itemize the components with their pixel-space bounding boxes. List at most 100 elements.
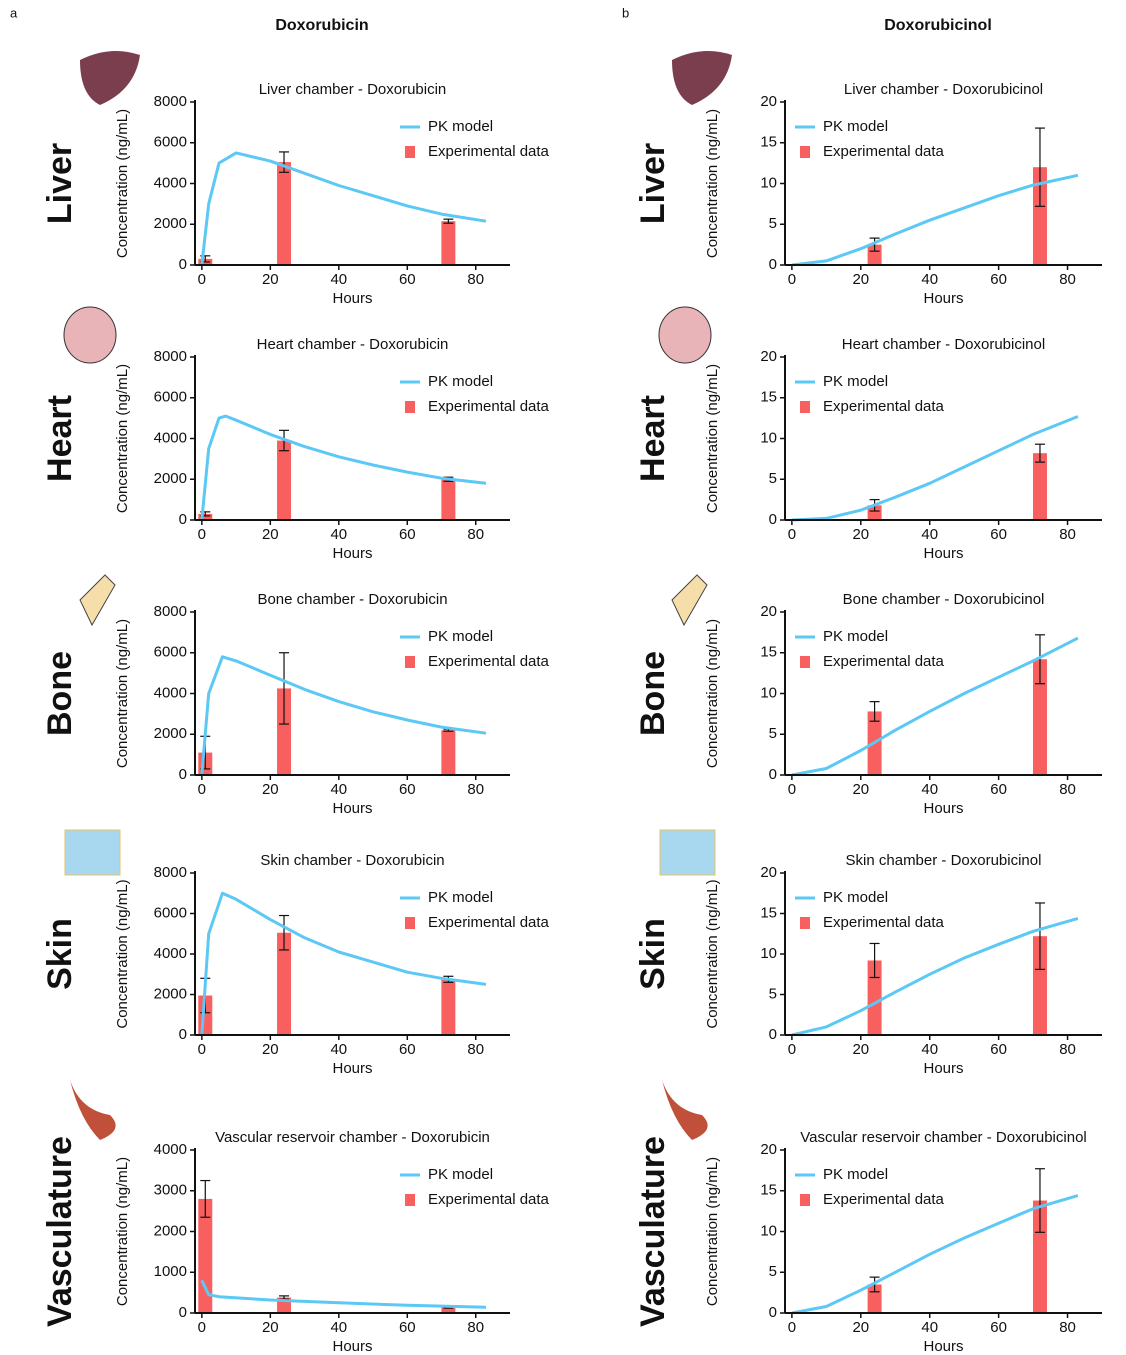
- x-tick-label: 80: [1059, 526, 1076, 543]
- y-tick-label: 5: [769, 470, 777, 487]
- row-label: Skin: [41, 918, 79, 990]
- x-tick-label: 40: [921, 1319, 938, 1336]
- legend-label: PK model: [823, 373, 888, 390]
- x-tick-label: 60: [990, 781, 1007, 798]
- chart: Liver chamber - Doxorubicinol Hours Concen…: [704, 81, 1102, 307]
- x-tick-label: 40: [330, 781, 347, 798]
- y-tick-label: 10: [760, 429, 777, 446]
- x-tick-label: 60: [990, 1319, 1007, 1336]
- x-tick-label: 80: [1059, 271, 1076, 288]
- y-tick-label: 2000: [154, 725, 187, 742]
- legend-label: Experimental data: [428, 398, 550, 415]
- x-tick-label: 80: [467, 1319, 484, 1336]
- y-tick-label: 0: [179, 1026, 187, 1043]
- y-tick-label: 0: [179, 256, 187, 273]
- y-tick-label: 6000: [154, 904, 187, 921]
- x-tick-label: 80: [467, 781, 484, 798]
- x-tick-label: 60: [399, 526, 416, 543]
- x-tick-label: 0: [198, 1041, 206, 1058]
- legend-label: PK model: [823, 889, 888, 906]
- y-tick-label: 4000: [154, 684, 187, 701]
- chart-title: Bone chamber - Doxorubicinol: [843, 591, 1045, 608]
- bar: [277, 932, 292, 1035]
- legend-swatch: [405, 146, 415, 158]
- x-tick-label: 40: [330, 1041, 347, 1058]
- y-tick-label: 10: [760, 1222, 777, 1239]
- y-axis-label: Concentration (ng/mL): [114, 109, 131, 258]
- y-axis-label: Concentration (ng/mL): [114, 619, 131, 768]
- x-tick-label: 0: [788, 1041, 796, 1058]
- legend-swatch: [800, 917, 810, 929]
- bar: [1032, 167, 1047, 265]
- pk-line: [200, 151, 487, 266]
- legend-swatch: [800, 401, 810, 413]
- liver-icon: [80, 51, 140, 105]
- x-tick-label: 40: [921, 781, 938, 798]
- chart-title: Vascular reservoir chamber - Doxorubicin…: [800, 1129, 1087, 1146]
- legend-label: PK model: [428, 373, 493, 390]
- x-tick-label: 0: [198, 1319, 206, 1336]
- pk-line: [200, 1279, 487, 1309]
- chart: Heart chamber - Doxorubicinol Hours Concen…: [704, 336, 1102, 562]
- y-tick-label: 1000: [154, 1263, 187, 1280]
- legend-label: Experimental data: [823, 653, 945, 670]
- x-axis-label: Hours: [923, 800, 963, 817]
- legend-label: PK model: [823, 1166, 888, 1183]
- x-tick-label: 60: [990, 526, 1007, 543]
- chart-title: Bone chamber - Doxorubicin: [257, 591, 447, 608]
- y-tick-label: 10: [760, 945, 777, 962]
- y-tick-label: 10: [760, 174, 777, 191]
- x-axis-label: Hours: [332, 1338, 372, 1355]
- y-tick-label: 2000: [154, 215, 187, 232]
- legend-label: PK model: [823, 118, 888, 135]
- bar: [277, 688, 292, 775]
- y-tick-label: 20: [760, 603, 777, 620]
- y-tick-label: 15: [760, 134, 777, 151]
- y-tick-label: 15: [760, 1182, 777, 1199]
- y-tick-label: 2000: [154, 985, 187, 1002]
- bar: [1032, 453, 1047, 520]
- x-tick-label: 80: [1059, 1041, 1076, 1058]
- bar: [1032, 936, 1047, 1035]
- x-tick-label: 20: [852, 781, 869, 798]
- bar: [441, 730, 456, 775]
- x-axis-label: Hours: [332, 1060, 372, 1077]
- y-tick-label: 6000: [154, 134, 187, 151]
- x-tick-label: 20: [262, 781, 279, 798]
- chart-title: Vascular reservoir chamber - Doxorubicin: [215, 1129, 490, 1146]
- bar: [1032, 1200, 1047, 1313]
- pk-line: [200, 891, 487, 1036]
- skin-icon: [659, 829, 716, 876]
- x-axis-label: Hours: [923, 290, 963, 307]
- x-tick-label: 60: [399, 781, 416, 798]
- chart: Vascular reservoir chamber - Doxorubicin…: [704, 1129, 1102, 1355]
- legend-label: Experimental data: [428, 914, 550, 931]
- row-label: Vasculature: [41, 1136, 79, 1327]
- legend-label: Experimental data: [823, 143, 945, 160]
- x-tick-label: 20: [262, 1041, 279, 1058]
- row-label: Liver: [634, 143, 672, 224]
- chart: Heart chamber - Doxorubicin Hours Concentr…: [114, 336, 550, 562]
- y-tick-label: 0: [769, 256, 777, 273]
- y-tick-label: 4000: [154, 1141, 187, 1158]
- x-tick-label: 40: [921, 526, 938, 543]
- y-tick-label: 20: [760, 1141, 777, 1158]
- y-tick-label: 4000: [154, 429, 187, 446]
- x-tick-label: 80: [467, 271, 484, 288]
- chart-title: Skin chamber - Doxorubicinol: [846, 852, 1042, 869]
- chart-title: Skin chamber - Doxorubicin: [260, 852, 444, 869]
- y-tick-label: 0: [179, 766, 187, 783]
- legend-label: PK model: [428, 1166, 493, 1183]
- x-tick-label: 80: [467, 526, 484, 543]
- legend-swatch: [405, 917, 415, 929]
- x-tick-label: 0: [788, 781, 796, 798]
- row-label: Heart: [41, 395, 79, 482]
- x-tick-label: 0: [198, 526, 206, 543]
- x-tick-label: 60: [399, 1319, 416, 1336]
- vessel-icon: [70, 1080, 116, 1140]
- bar: [441, 221, 456, 265]
- chart: Liver chamber - Doxorubicin Hours Concentr…: [114, 81, 550, 307]
- x-tick-label: 60: [399, 271, 416, 288]
- chart: Bone chamber - Doxorubicin Hours Concentra…: [114, 591, 550, 817]
